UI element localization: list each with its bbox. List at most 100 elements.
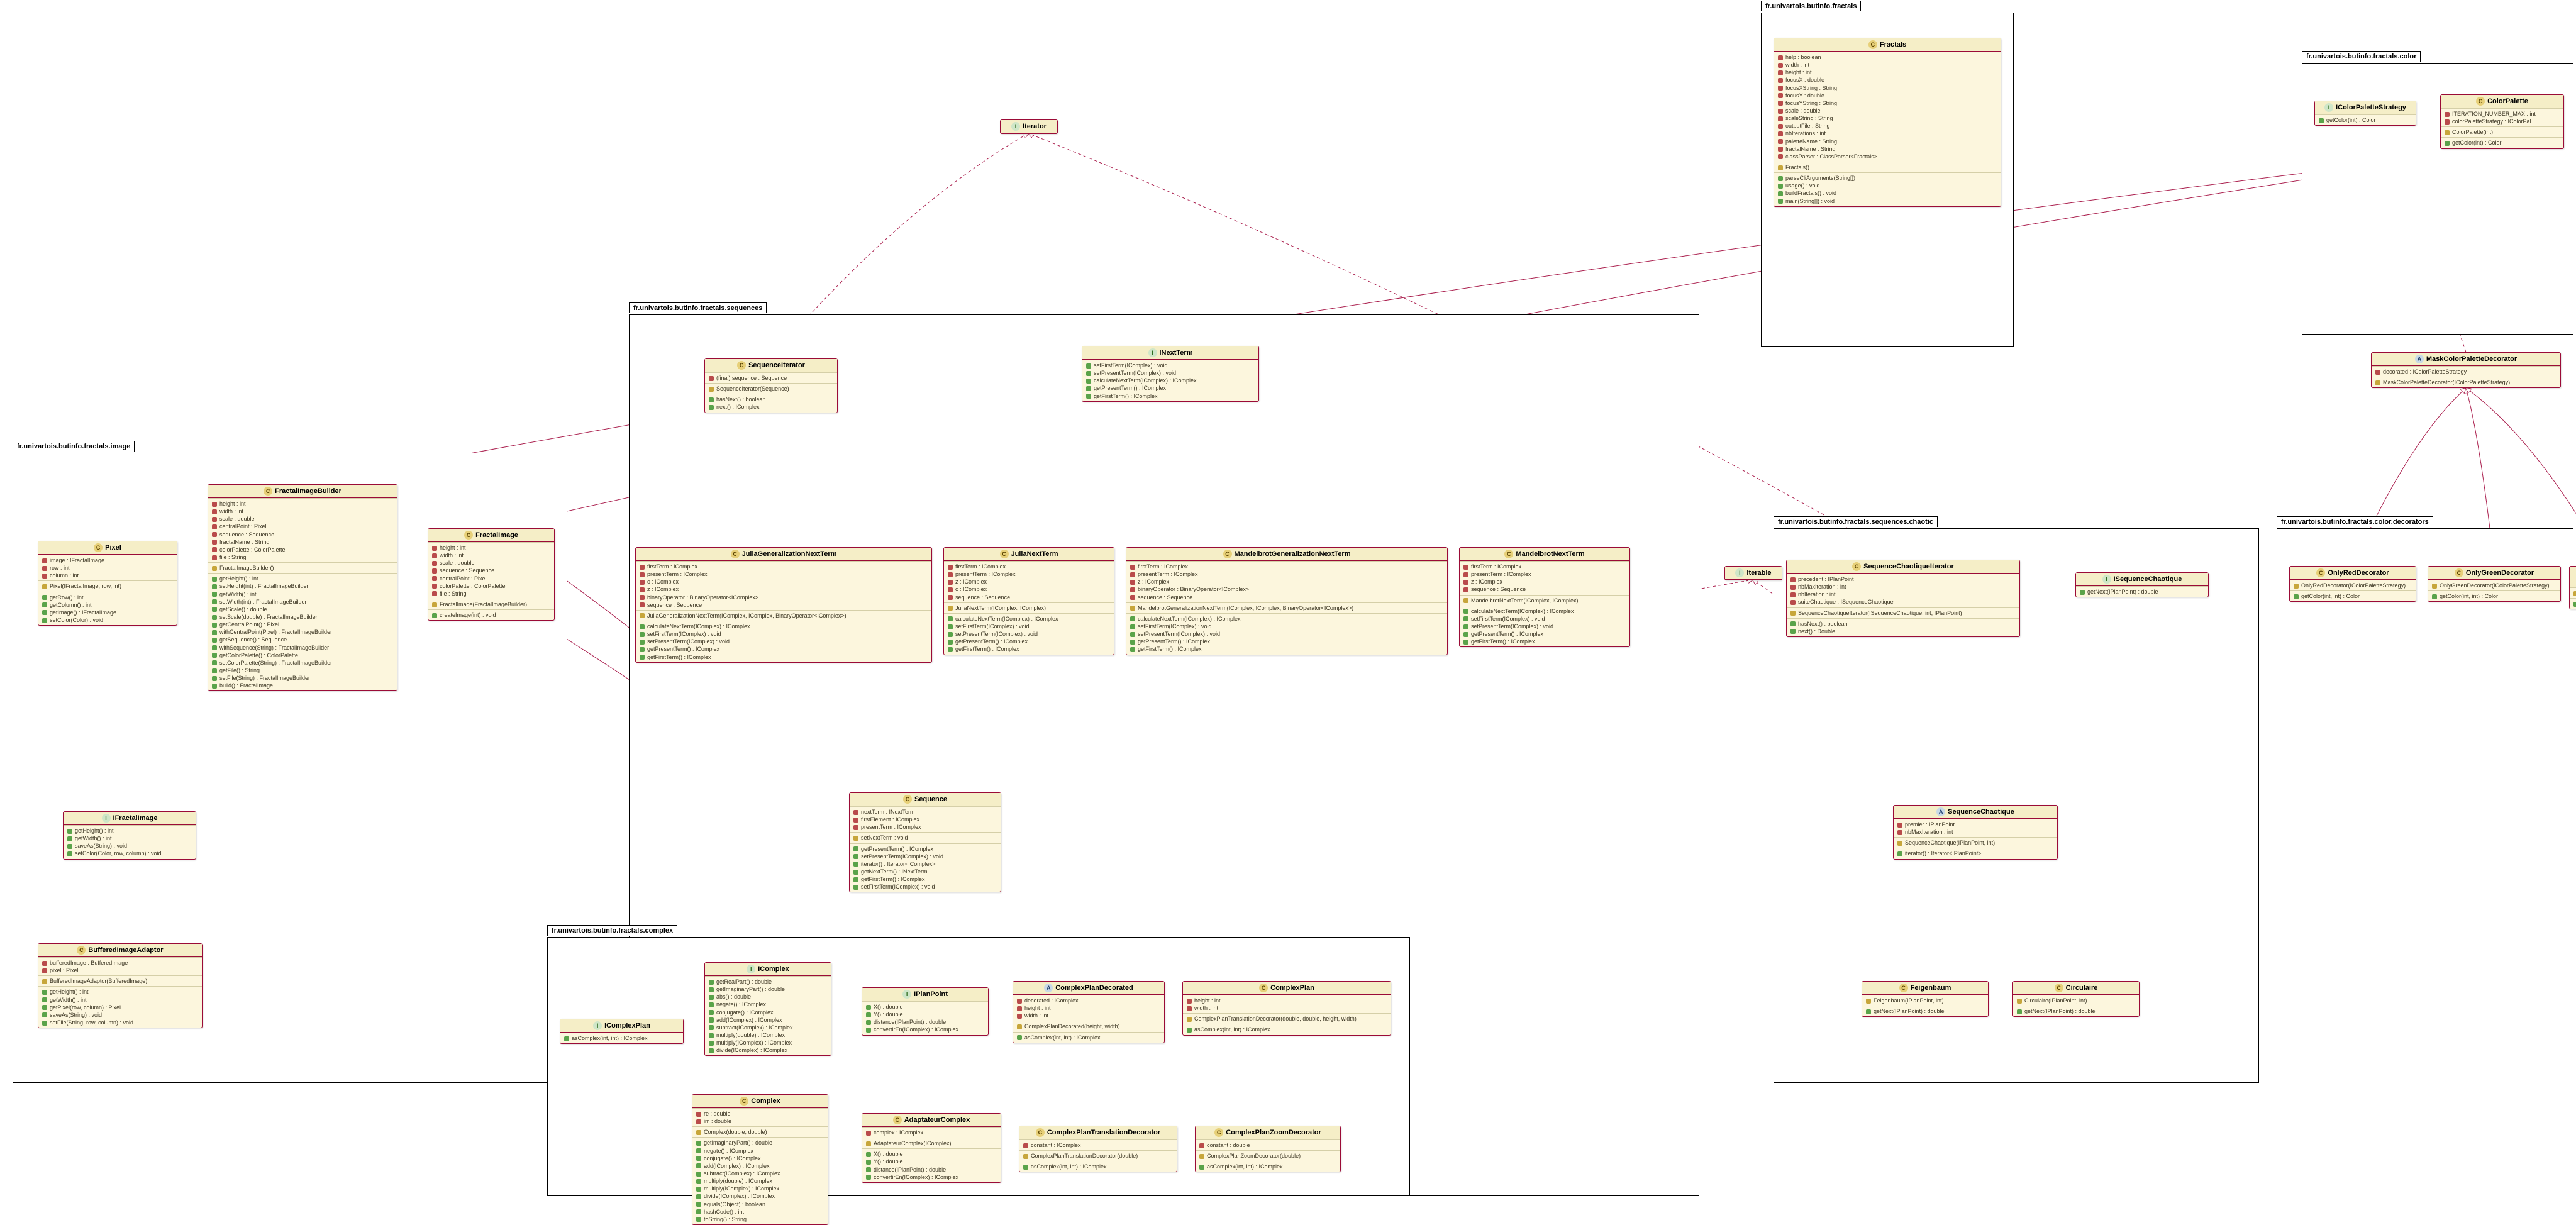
class-badge: C (740, 1097, 748, 1106)
uml-member: setPresentTerm(IComplex) : void (948, 630, 1110, 638)
class-badge: C (2316, 568, 2325, 577)
class-badge: C (1214, 1128, 1223, 1137)
uml-member: height : int (1778, 69, 1997, 76)
uml-member: multiply(IComplex) : IComplex (709, 1039, 827, 1046)
uml-class-OnlyBlueDecorator: COnlyBlueDecoratorOnlyBlueD...getColor(i… (2569, 566, 2576, 609)
uml-member: scale : double (432, 559, 550, 567)
uml-class-title: Circulaire (2066, 984, 2098, 992)
uml-member: sequence : Sequence (948, 594, 1110, 601)
class-badge: C (264, 487, 272, 496)
class-badge: C (1899, 984, 1908, 992)
uml-member: AdaptateurComplex(IComplex) (866, 1139, 997, 1147)
uml-member: fractalName : String (212, 538, 393, 546)
uml-member: withSequence(String) : FractalImageBuild… (212, 644, 393, 651)
uml-member: constant : double (1199, 1141, 1336, 1149)
uml-member: getHeight() : int (212, 575, 393, 582)
external-type-iterator: IIterator (1000, 119, 1058, 134)
external-type-iterable: IIterable (1724, 566, 1782, 580)
uml-member: getScale() : double (212, 606, 393, 613)
uml-package-title: fr.univartois.butinfo.fractals.sequences (629, 302, 767, 313)
uml-member: asComplex(int, int) : IComplex (1199, 1163, 1336, 1170)
uml-member: getPresentTerm() : IComplex (640, 645, 928, 653)
uml-package-title: fr.univartois.butinfo.fractals.complex (547, 925, 677, 936)
uml-class-title: Pixel (105, 544, 121, 552)
uml-member: setPresentTerm(IComplex) : void (1086, 369, 1255, 377)
uml-member: multiply(double) : IComplex (709, 1031, 827, 1039)
uml-member: getImaginaryPart() : double (696, 1139, 824, 1146)
uml-class-title: Complex (751, 1097, 780, 1105)
uml-member: add(IComplex) : IComplex (696, 1162, 824, 1170)
uml-class-Sequence: CSequencenextTerm : INextTermfirstElemen… (849, 792, 1001, 892)
uml-member: distance(IPlanPoint) : double (866, 1166, 997, 1173)
uml-member: precedent : IPlanPoint (1790, 575, 2016, 583)
uml-class-IPlanPoint: IIPlanPointX() : doubleY() : doubledista… (862, 987, 989, 1036)
uml-member: multiply(double) : IComplex (696, 1177, 824, 1185)
uml-member: width : int (432, 552, 550, 559)
uml-member: getNext(IPlanPoint) : double (1866, 1007, 1984, 1015)
uml-member: paletteName : String (1778, 138, 1997, 145)
uml-class-Fractals: CFractalshelp : booleanwidth : intheight… (1774, 38, 2001, 207)
uml-member: z : IComplex (1463, 578, 1626, 585)
uml-class-title: AdaptateurComplex (904, 1116, 970, 1124)
class-badge: C (903, 795, 912, 804)
uml-member: convertirEn(IComplex) : IComplex (866, 1173, 997, 1181)
uml-class-IFractalImage: IIFractalImagegetHeight() : intgetWidth(… (63, 811, 196, 860)
uml-member: BufferedImageAdaptor(BufferedImage) (42, 977, 198, 985)
uml-class-header: CComplexPlanZoomDecorator (1196, 1126, 1340, 1139)
uml-member: getWidth() : int (42, 996, 198, 1004)
uml-package-title: fr.univartois.butinfo.fractals (1761, 1, 1861, 11)
uml-class-title: ComplexPlanZoomDecorator (1226, 1129, 1321, 1136)
uml-member: sequence : Sequence (212, 531, 393, 538)
uml-class-header: CBufferedImageAdaptor (38, 944, 202, 957)
uml-member: negate() : IComplex (709, 1001, 827, 1008)
uml-member: getNext(IPlanPoint) : double (2080, 588, 2204, 596)
uml-member: getPresentTerm() : IComplex (1463, 630, 1626, 638)
uml-member: setFirstTerm(IComplex) : void (948, 623, 1110, 630)
uml-class-title: ComplexPlanTranslationDecorator (1047, 1129, 1160, 1136)
uml-member: im : double (696, 1117, 824, 1125)
uml-member: iterator() : Iterator<IComplex> (853, 860, 997, 868)
uml-member: SequenceChaotiqueIterator(ISequenceChaot… (1790, 609, 2016, 617)
uml-member: z : IComplex (640, 585, 928, 593)
uml-class-header: AMaskColorPaletteDecorator (2372, 353, 2560, 366)
uml-member: centralPoint : Pixel (432, 575, 550, 582)
uml-member: Complex(double, double) (696, 1128, 824, 1136)
uml-member: sequence : Sequence (432, 567, 550, 574)
uml-member: FractalImageBuilder() (212, 564, 393, 572)
uml-member: suiteChaotique : ISequenceChaotique (1790, 598, 2016, 606)
uml-member: negate() : IComplex (696, 1147, 824, 1155)
uml-class-Pixel: CPixelimage : IFractalImagerow : intcolu… (38, 541, 177, 626)
uml-member: getFile() : String (212, 667, 393, 674)
uml-member: divide(IComplex) : IComplex (696, 1192, 824, 1200)
uml-class-header: COnlyGreenDecorator (2428, 567, 2560, 580)
uml-member: bufferedImage : BufferedImage (42, 959, 198, 967)
uml-member: getWidth() : int (212, 590, 393, 598)
uml-member: (final) sequence : Sequence (709, 374, 833, 382)
uml-member: hashCode() : int (696, 1208, 824, 1216)
uml-class-title: ISequenceChaotique (2114, 575, 2182, 583)
uml-member: setNextTerm : void (853, 834, 997, 841)
uml-class-SequenceChaotiqueIterator: CSequenceChaotiqueIteratorprecedent : IP… (1786, 560, 2020, 637)
uml-member: getHeight() : int (42, 988, 198, 995)
uml-class-title: MaskColorPaletteDecorator (2426, 355, 2517, 363)
uml-member: setColorPalette(String) : FractalImageBu… (212, 659, 393, 667)
uml-member: getColor(int) : Color (2445, 139, 2560, 147)
uml-class-header: CColorPalette (2441, 95, 2563, 108)
interface-badge: I (1011, 122, 1020, 131)
uml-member: getFirstTerm() : IComplex (1130, 645, 1443, 653)
uml-package-title: fr.univartois.butinfo.fractals.color.dec… (2277, 516, 2433, 527)
uml-class-ComplexPlan: CComplexPlanheight : intwidth : intCompl… (1182, 981, 1391, 1036)
uml-member: focusXString : String (1778, 84, 1997, 92)
uml-member: withCentralPoint(Pixel) : FractalImageBu… (212, 628, 393, 636)
uml-class-header: CFractals (1774, 38, 2001, 52)
abstract-badge: A (2415, 355, 2424, 363)
uml-member: hasNext() : boolean (1790, 620, 2016, 628)
uml-class-IComplex: IIComplexgetRealPart() : doublegetImagin… (704, 962, 831, 1056)
uml-class-title: Sequence (914, 795, 947, 803)
uml-member: JuliaNextTerm(IComplex, IComplex) (948, 604, 1110, 612)
uml-member: setHeight(int) : FractalImageBuilder (212, 582, 393, 590)
uml-member: MaskColorPaletteDecorator(IColorPaletteS… (2375, 379, 2557, 386)
uml-class-title: INextTerm (1160, 349, 1193, 357)
uml-member: calculateNextTerm(IComplex) : IComplex (1086, 377, 1255, 384)
uml-class-ISequenceChaotique: IISequenceChaotiquegetNext(IPlanPoint) :… (2075, 572, 2209, 597)
